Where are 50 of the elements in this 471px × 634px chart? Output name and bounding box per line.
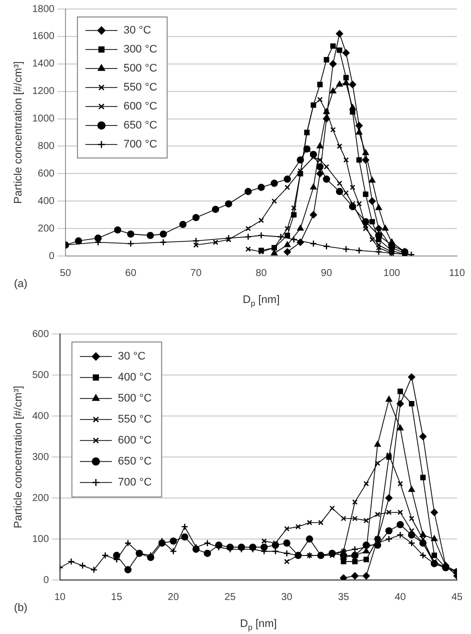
x-tick-label: 45	[451, 592, 463, 603]
y-tick-label: 400	[32, 410, 50, 422]
y-tick-label: 800	[38, 140, 55, 152]
y-tick-label: 1800	[32, 4, 55, 15]
y-tick-label: 1600	[32, 31, 55, 42]
x-tick-label: 70	[190, 268, 202, 279]
legend-label: 650 °C	[118, 456, 152, 468]
text: (a)	[14, 278, 28, 290]
legend-label: 700 °C	[118, 476, 152, 489]
y-tick-label: 0	[48, 250, 55, 262]
legend-label: 550 °C	[123, 82, 158, 94]
y-tick-label: 200	[38, 223, 55, 234]
legend-label: 600 °C	[118, 434, 152, 447]
y-tick-label: 600	[38, 168, 55, 180]
x-tick-label: 25	[224, 592, 236, 603]
y-tick-label: 300	[32, 452, 50, 463]
x-tick-label: 60	[125, 268, 137, 279]
y-tick-label: 200	[32, 492, 50, 504]
legend-label: 500 °C	[123, 62, 158, 75]
x-tick-label: 15	[111, 592, 123, 603]
x-tick-label: 100	[383, 268, 401, 279]
legend-label: 30 °C	[123, 24, 152, 37]
x-tick-label: 80	[256, 268, 268, 279]
legend-label: 550 °C	[118, 414, 152, 426]
y-tick-label: 400	[38, 196, 55, 207]
y-tick-label: 600	[32, 328, 50, 340]
legend-label: 30 °C	[118, 350, 146, 363]
x-tick-label: 40	[394, 592, 406, 603]
y-tick-label: 500	[32, 370, 50, 381]
x-tick-label: 90	[320, 268, 332, 279]
y-tick-label: 0	[43, 574, 50, 586]
x-tick-label: 110	[449, 268, 466, 279]
y-tick-label: 100	[32, 534, 50, 545]
legend-label: 600 °C	[123, 100, 158, 113]
text: (b)	[14, 602, 28, 614]
y-axis-title: Particle concentration [#/cm³]	[12, 61, 25, 204]
x-tick-label: 10	[54, 592, 66, 603]
legend-label: 700 °C	[123, 138, 158, 151]
x-tick-label: 50	[60, 268, 72, 279]
x-tick-label: 30	[281, 592, 293, 603]
legend-label: 300 °C	[123, 44, 158, 56]
legend-label: 650 °C	[123, 120, 158, 132]
y-axis-title: Particle concentration [#/cm³]	[12, 386, 25, 528]
legend-label: 500 °C	[118, 392, 152, 405]
x-tick-label: 35	[338, 592, 350, 603]
y-tick-label: 1200	[32, 86, 55, 98]
y-tick-label: 1000	[32, 114, 55, 125]
y-tick-label: 1400	[32, 58, 55, 70]
x-tick-label: 20	[168, 592, 180, 603]
legend-label: 400 °C	[118, 372, 152, 384]
